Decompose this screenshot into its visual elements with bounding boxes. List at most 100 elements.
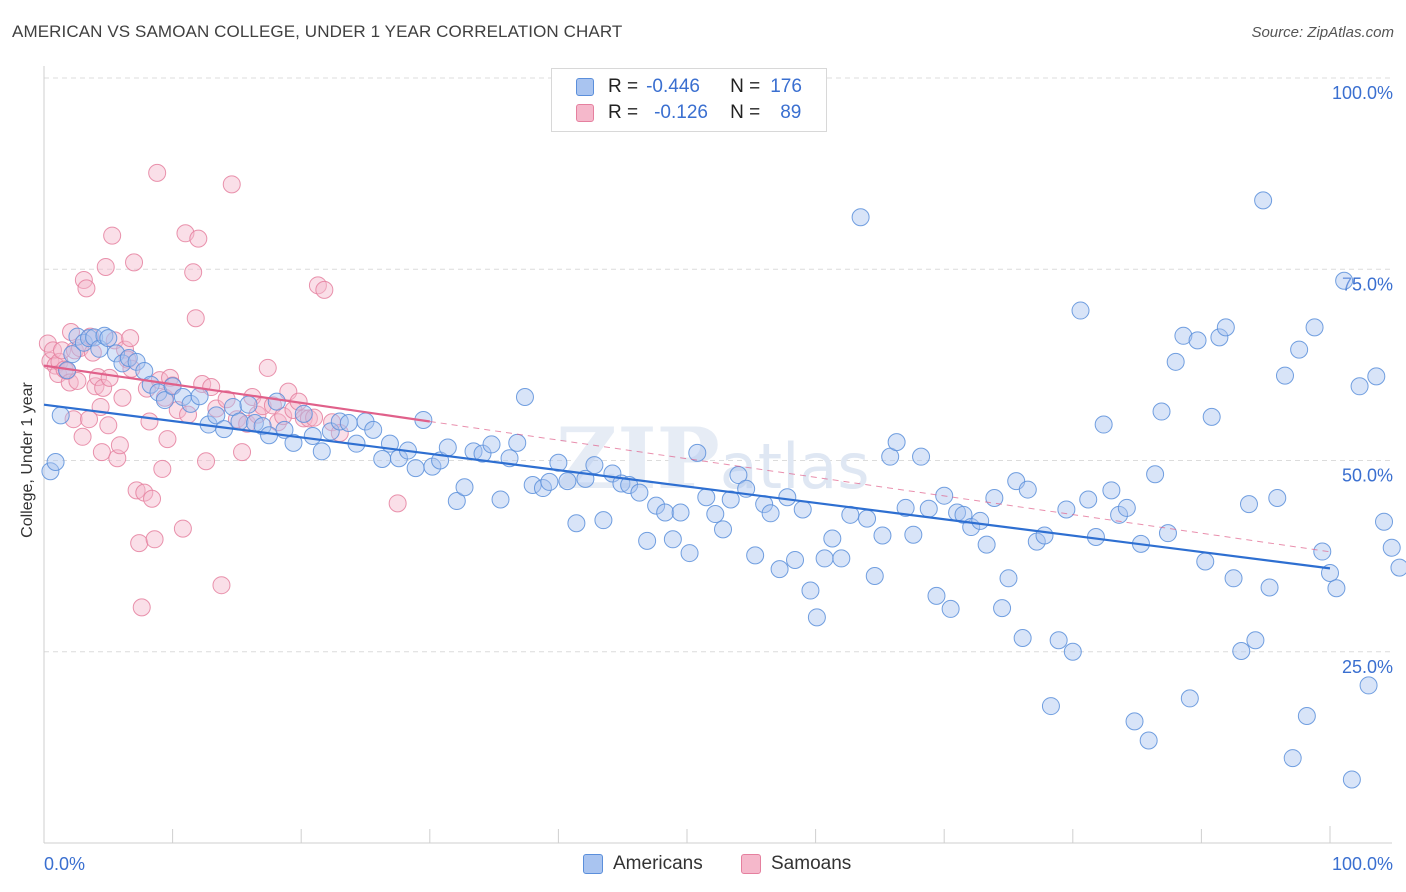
bottom-swatch-samoans [741,854,761,874]
data-point-samoans [73,427,92,446]
data-point-americans [558,472,577,491]
data-point-samoans [94,378,113,397]
data-point-americans [1224,569,1243,588]
data-point-americans [815,549,834,568]
data-point-americans [1216,318,1235,337]
data-point-samoans [222,175,241,194]
data-point-americans [1013,628,1032,647]
data-point-americans [858,509,877,528]
data-point-americans [155,391,174,410]
series-samoans [38,163,407,617]
data-point-americans [364,420,383,439]
data-point-americans [99,329,118,348]
data-point-americans [294,404,313,423]
data-point-americans [491,490,510,509]
data-point-americans [1174,326,1193,345]
data-point-americans [1049,631,1068,650]
data-point-samoans [189,229,208,248]
data-point-samoans [233,443,252,462]
legend-r-label: R = [608,76,639,97]
data-point-samoans [130,534,149,553]
y-tick-label: 50.0% [1342,466,1393,486]
data-point-samoans [125,253,144,272]
data-point-samoans [103,226,122,245]
data-point-americans [549,453,568,472]
data-point-americans [638,531,657,550]
data-point-americans [312,442,331,461]
data-point-americans [1290,340,1309,359]
data-point-americans [447,492,466,511]
y-tick-label: 75.0% [1342,274,1393,294]
data-point-americans [63,345,82,364]
data-point-americans [321,422,340,441]
data-point-americans [746,546,765,565]
data-point-americans [832,549,851,568]
data-point-americans [697,488,716,507]
data-point-americans [508,433,527,452]
x-tick-label: 0.0% [44,854,85,874]
data-point-americans [671,503,690,522]
data-point-americans [1260,578,1279,597]
data-point-americans [1210,328,1229,347]
trend-lines [43,364,1331,570]
data-point-americans [230,412,249,431]
bottom-legend-americans[interactable]: Americans [583,852,703,876]
data-point-americans [1079,490,1098,509]
axes [43,66,1392,844]
legend-row-samoans: R = -0.126 N = 89 [576,101,801,125]
data-point-samoans [96,257,115,276]
data-point-americans [1335,271,1354,290]
data-point-americans [1375,512,1394,531]
legend-swatch-samoans [576,104,594,122]
data-point-americans [1327,579,1346,598]
data-point-americans [977,535,996,554]
data-point-americans [585,456,604,475]
legend-n-value-americans: 176 [770,76,802,97]
data-point-samoans [269,413,288,432]
data-point-americans [1268,488,1287,507]
data-point-samoans [121,329,140,348]
data-point-samoans [62,322,81,341]
data-point-samoans [153,459,172,478]
legend-row-americans: R = -0.446 N = 176 [576,75,802,99]
data-point-americans [438,438,457,457]
data-point-americans [688,443,707,462]
data-point-americans [181,394,200,413]
data-point-americans [473,444,492,463]
data-point-americans [1139,731,1158,750]
data-point-americans [999,569,1018,588]
chart-title: AMERICAN VS SAMOAN COLLEGE, UNDER 1 YEAR… [12,22,623,41]
data-point-americans [253,417,272,436]
data-point-samoans [148,163,167,182]
bottom-legend-label-americans: Americans [613,853,703,874]
data-point-americans [1063,642,1082,661]
data-point-americans [567,514,586,533]
y-tick-label: 25.0% [1342,657,1393,677]
data-point-samoans [53,341,72,360]
data-point-americans [239,395,258,414]
data-point-americans [1166,352,1185,371]
data-point-americans [823,529,842,548]
bottom-legend-samoans[interactable]: Samoans [741,852,851,876]
data-point-americans [761,504,780,523]
data-point-americans [1202,407,1221,426]
data-point-americans [330,412,349,431]
data-point-americans [1305,318,1324,337]
data-point-samoans [186,309,205,328]
data-point-americans [51,406,70,425]
y-axis-label: College, Under 1 year [19,382,36,538]
data-point-americans [1239,495,1258,514]
data-point-americans [1102,481,1121,500]
data-point-samoans [99,416,118,435]
legend-r-value-samoans: -0.126 [654,102,708,123]
data-point-samoans [140,412,159,431]
bottom-legend-label-samoans: Samoans [771,853,852,874]
data-point-samoans [197,452,216,471]
data-point-samoans [132,598,151,617]
data-point-americans [663,530,682,549]
legend-r-value-americans: -0.446 [646,76,700,97]
data-point-americans [801,581,820,600]
data-point-americans [267,392,286,411]
data-point-samoans [184,263,203,282]
